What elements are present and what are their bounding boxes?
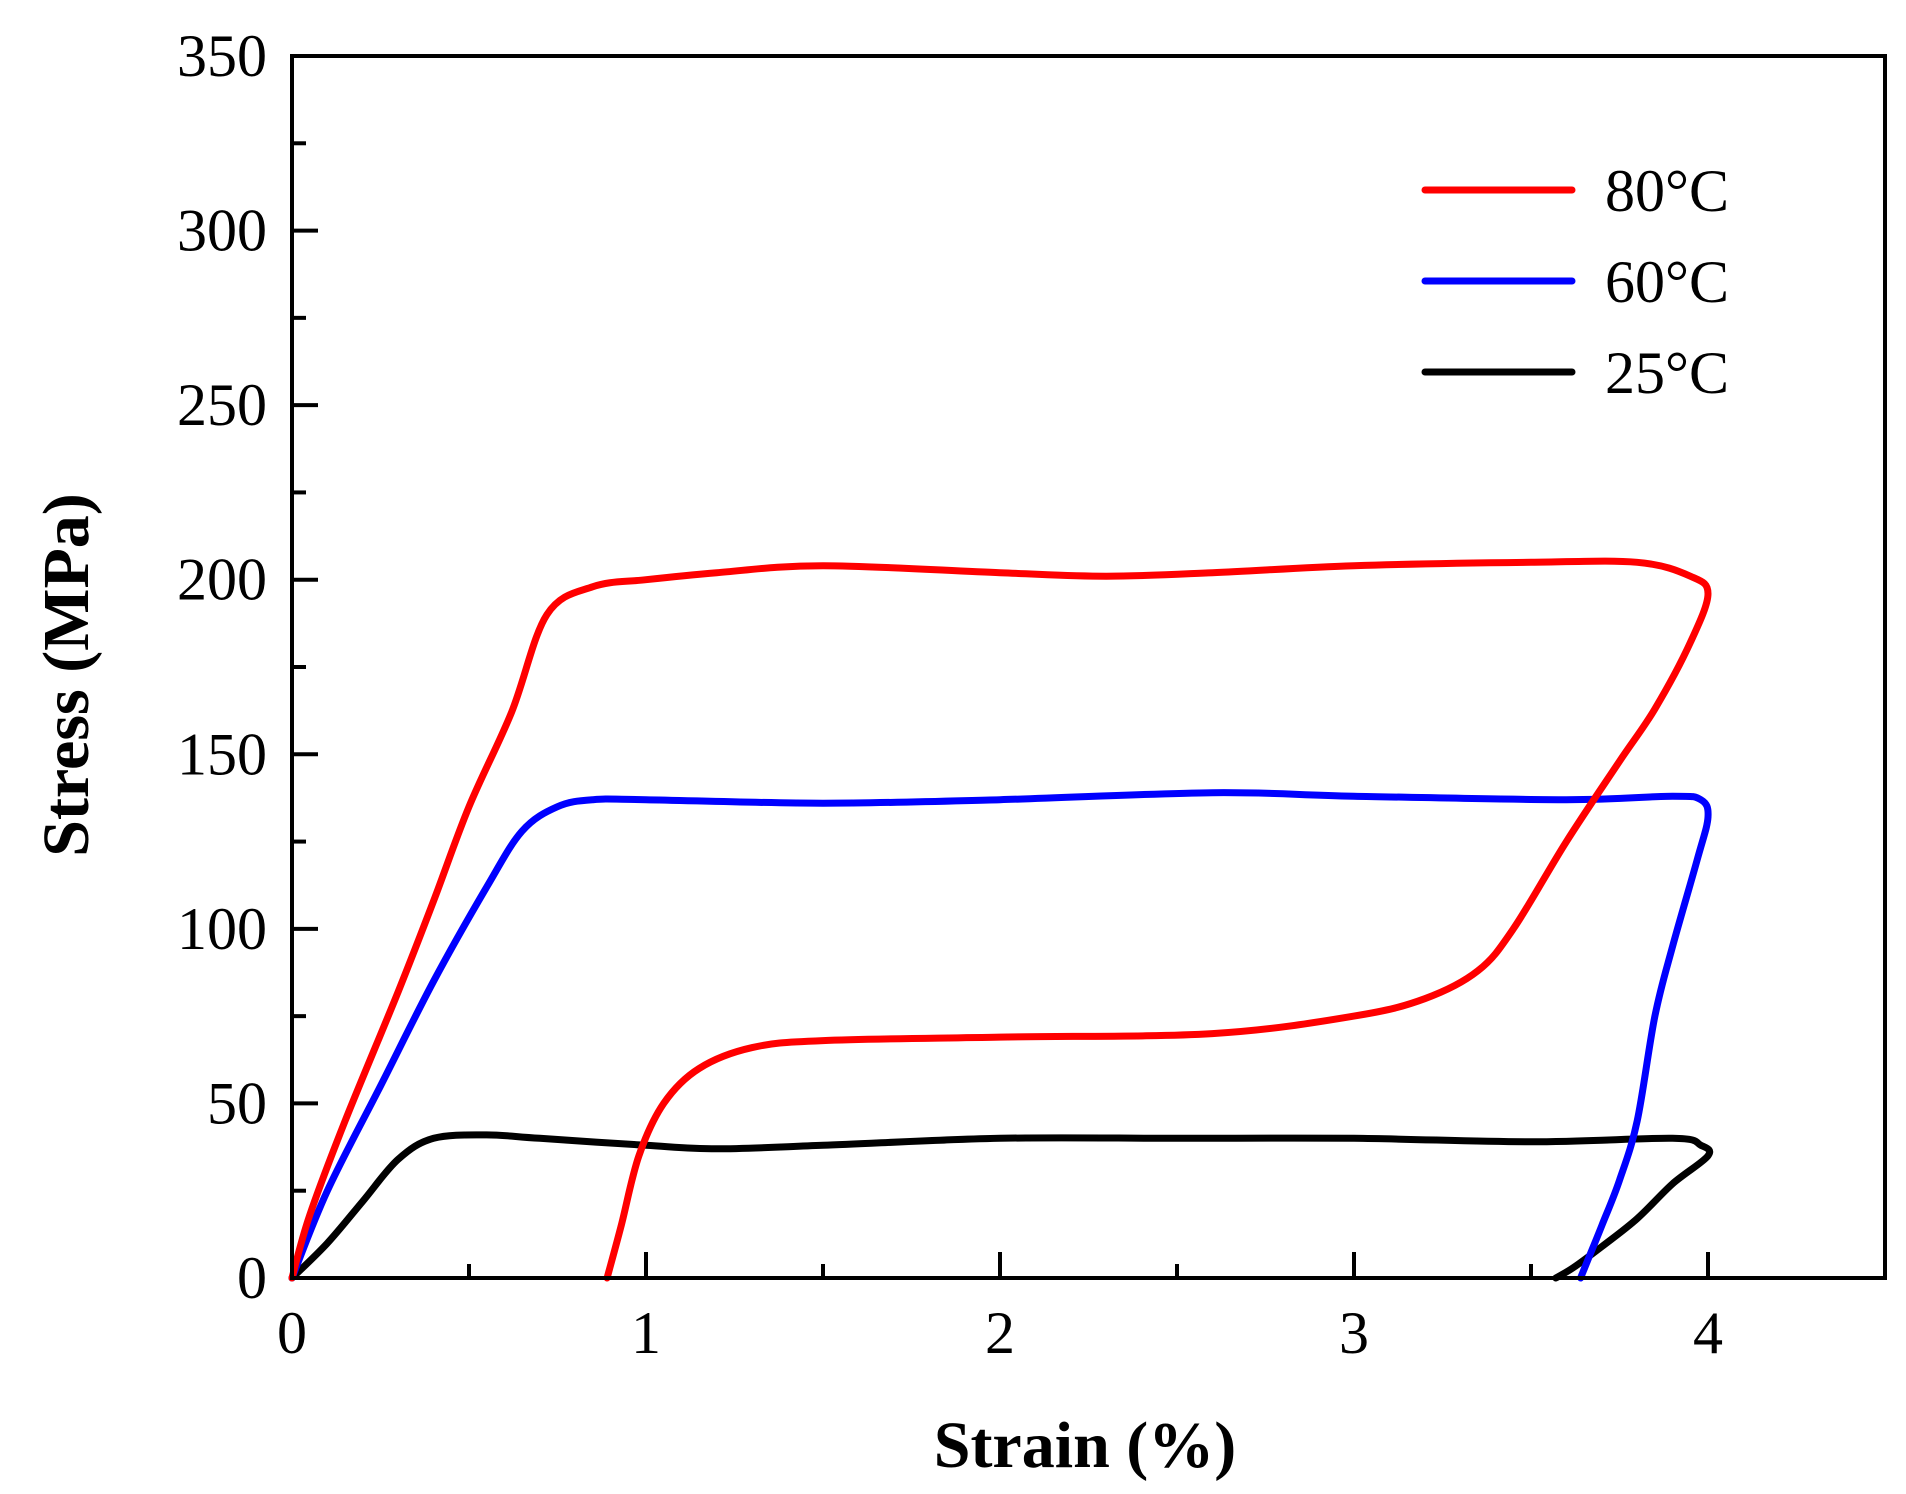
x-tick-label: 1 — [631, 1300, 661, 1366]
y-tick-label: 100 — [177, 896, 267, 962]
y-tick-label: 50 — [207, 1070, 267, 1136]
y-tick-label: 250 — [177, 372, 267, 438]
legend-label: 80°C — [1605, 158, 1729, 224]
x-axis-title: Strain (%) — [934, 1409, 1236, 1482]
legend: 80°C 60°C 25°C — [1421, 158, 1729, 406]
y-tick-label: 0 — [237, 1245, 267, 1311]
y-tick-label: 200 — [177, 547, 267, 613]
y-tick-label: 350 — [177, 23, 267, 89]
legend-label: 25°C — [1605, 340, 1729, 406]
y-tick-label: 150 — [177, 721, 267, 787]
legend-label: 60°C — [1605, 249, 1729, 315]
x-tick-label: 0 — [277, 1300, 307, 1366]
series-line-80CC — [288, 557, 1712, 1282]
y-tick-label: 300 — [177, 198, 267, 264]
x-tick-label: 2 — [985, 1300, 1015, 1366]
axis-ticks — [290, 54, 1887, 1280]
tick-labels: 0 1 2 3 4 0 50 100 150 200 250 300 350 — [177, 23, 1723, 1366]
series-line-60CC — [288, 789, 1712, 1282]
plot-frame — [290, 54, 1887, 1280]
curves — [288, 557, 1714, 1282]
x-tick-label: 4 — [1693, 1300, 1723, 1366]
y-axis-title: Stress (MPa) — [30, 493, 103, 857]
x-tick-label: 3 — [1339, 1300, 1369, 1366]
series-line-25CC — [288, 1131, 1714, 1282]
